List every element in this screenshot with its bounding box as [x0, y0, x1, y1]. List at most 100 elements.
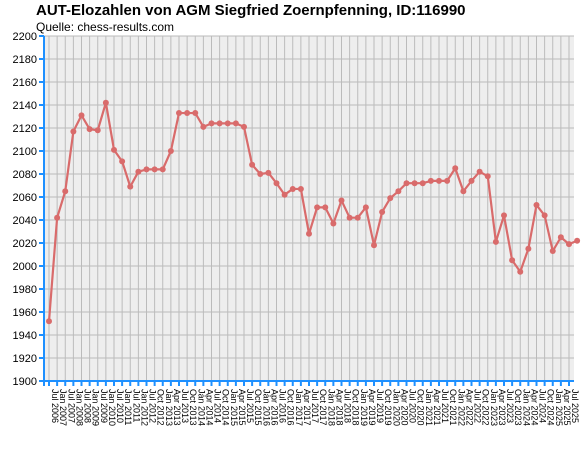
data-point	[159, 166, 166, 173]
grid-lines	[44, 35, 574, 382]
y-tick-label: 2140	[13, 100, 37, 112]
data-point	[151, 166, 158, 173]
x-tick-label: Jul 2018	[343, 389, 353, 423]
data-point	[94, 127, 101, 134]
x-tick-label: Jan 2011	[123, 389, 133, 425]
data-point	[62, 188, 69, 195]
data-point	[265, 169, 272, 176]
x-tick-label: Apr 2015	[237, 389, 247, 426]
x-tick-label: Apr 2014	[204, 389, 214, 426]
x-tick-label: Oct 2024	[546, 389, 556, 426]
data-point	[452, 165, 459, 172]
data-point	[509, 257, 516, 264]
x-tick-label: Jan 2016	[261, 389, 271, 426]
data-point	[306, 230, 312, 237]
data-point	[484, 173, 491, 180]
y-tick-label: 2200	[13, 31, 37, 43]
data-point	[338, 197, 345, 204]
x-tick-label: Jul 2025	[570, 389, 580, 423]
x-tick-label: Jul 2022	[473, 389, 483, 423]
x-tick-label: Oct 2014	[221, 389, 231, 426]
x-tick-label: Jul 2006	[50, 389, 60, 423]
x-tick-label: Apr 2020	[399, 389, 409, 426]
y-tick-label: 2040	[13, 215, 37, 227]
data-point	[476, 168, 483, 175]
x-tick-label: Jul 2013	[180, 389, 190, 423]
y-tick-label: 1980	[13, 284, 37, 296]
data-point	[354, 214, 361, 221]
data-point	[281, 191, 288, 198]
y-tick-label: 2120	[13, 123, 37, 135]
data-point	[289, 185, 296, 192]
data-point	[419, 180, 426, 187]
x-tick-label: Jul 2010	[115, 389, 125, 423]
data-point	[549, 248, 556, 255]
x-tick-label: Jan 2014	[196, 389, 206, 426]
y-tick-label: 2180	[13, 54, 37, 66]
data-point	[232, 120, 239, 127]
x-tick-label: Jul 2015	[245, 389, 255, 423]
x-tick-label: Jan 2023	[489, 389, 499, 426]
y-tick-label: 1960	[13, 307, 37, 319]
data-point	[297, 185, 304, 192]
x-tick-label: Jul 2009	[99, 389, 109, 423]
x-tick-label: Jan 2009	[91, 389, 101, 426]
x-tick-label: Oct 2021	[448, 389, 458, 426]
data-point	[70, 128, 77, 135]
x-tick-label: Jul 2017	[310, 389, 320, 423]
x-tick-label: Apr 2025	[562, 389, 572, 426]
x-tick-label: Apr 2018	[334, 389, 344, 426]
x-tick-label: Jul 2019	[375, 389, 385, 423]
x-tick-label: Jul 2014	[213, 389, 223, 423]
data-point	[273, 180, 280, 187]
x-tick-label: Apr 2016	[269, 389, 279, 426]
y-tick-label: 2100	[13, 146, 37, 158]
data-point	[135, 168, 142, 175]
x-tick-label: Jul 2024	[538, 389, 548, 423]
x-tick-label: Jan 2007	[58, 389, 68, 426]
data-point	[216, 120, 223, 127]
data-point	[566, 241, 572, 248]
data-point	[525, 245, 532, 252]
data-point	[119, 158, 126, 165]
data-point	[241, 123, 247, 130]
chart-subtitle: Quelle: chess-results.com	[36, 20, 175, 34]
x-tick-label: Apr 2017	[302, 389, 312, 426]
x-tick-label: Oct 2017	[318, 389, 328, 426]
data-point	[533, 202, 540, 209]
data-point	[541, 212, 548, 219]
y-tick-label: 2080	[13, 169, 37, 181]
data-point	[46, 318, 52, 325]
x-tick-label: Jan 2010	[107, 389, 117, 426]
x-tick-label: Jan 2024	[521, 389, 531, 426]
data-point	[249, 161, 256, 168]
data-point	[444, 177, 451, 184]
x-tick-label: Apr 2019	[367, 389, 377, 426]
data-point	[54, 214, 61, 221]
chart-title: AUT-Elozahlen von AGM Siegfried Zoernpfe…	[36, 2, 466, 19]
x-tick-label: Jan 2015	[229, 389, 239, 426]
data-point	[387, 195, 394, 202]
axes	[39, 35, 574, 386]
data-point	[346, 214, 353, 221]
data-point	[411, 180, 418, 187]
x-tick-label: Jan 2022	[456, 389, 466, 426]
data-point	[257, 171, 264, 177]
data-point	[208, 120, 215, 127]
x-tick-label: Jul 2008	[83, 389, 93, 423]
data-point	[468, 177, 475, 184]
data-point	[176, 110, 182, 117]
x-tick-label: Jan 2021	[424, 389, 434, 426]
x-tick-label: Jan 2018	[326, 389, 336, 426]
data-point	[362, 204, 369, 211]
data-point	[501, 212, 507, 219]
y-tick-label: 1920	[13, 353, 37, 365]
x-tick-label: Oct 2022	[481, 389, 491, 426]
series	[46, 99, 581, 325]
x-tick-label: Apr 2022	[464, 389, 474, 426]
y-tick-label: 2020	[13, 238, 37, 250]
data-point	[460, 188, 467, 195]
